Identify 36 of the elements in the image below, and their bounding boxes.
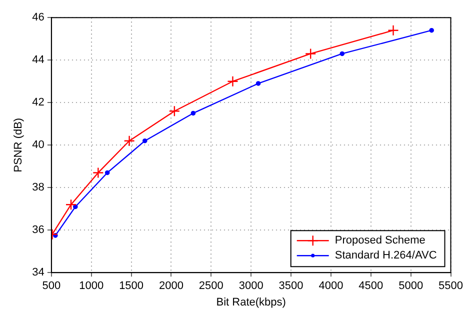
y-tick-label: 38	[32, 182, 44, 194]
y-tick-label: 40	[32, 139, 44, 152]
point	[388, 24, 399, 36]
point	[72, 204, 78, 210]
point	[227, 76, 238, 87]
x-tick-label: 2000	[158, 280, 184, 292]
point	[65, 199, 77, 210]
point	[168, 106, 180, 117]
y-axis-title: PSNR (dB)	[12, 118, 25, 172]
y-tick-label: 36	[32, 224, 44, 236]
y-tick-label: 46	[32, 12, 44, 24]
x-tick-label: 4500	[358, 280, 384, 292]
x-tick-label: 4000	[318, 280, 344, 292]
x-tick-label: 3000	[238, 280, 264, 292]
legend-label: Proposed Scheme	[334, 234, 426, 247]
point	[256, 81, 261, 86]
point	[340, 51, 345, 56]
x-tick-label: 5500	[438, 280, 464, 292]
legend-label: Standard H.264/AVC	[334, 250, 437, 262]
x-tick-label: 1000	[79, 280, 104, 292]
point	[104, 170, 110, 176]
point	[92, 167, 104, 178]
x-axis-title: Bit Rate(kbps)	[216, 296, 286, 308]
point	[124, 135, 135, 146]
x-tick-label: 2500	[198, 280, 224, 292]
x-tick-label: 1500	[119, 280, 144, 292]
y-tick-label: 34	[32, 266, 44, 279]
y-tick-label: 42	[32, 96, 44, 109]
point	[429, 28, 434, 33]
point	[190, 110, 196, 116]
point	[142, 138, 148, 144]
y-tick-label: 44	[32, 54, 44, 66]
x-tick-label: 500	[42, 280, 61, 292]
point	[305, 48, 316, 60]
x-tick-label: 3500	[278, 280, 304, 292]
x-tick-label: 5000	[398, 280, 424, 292]
